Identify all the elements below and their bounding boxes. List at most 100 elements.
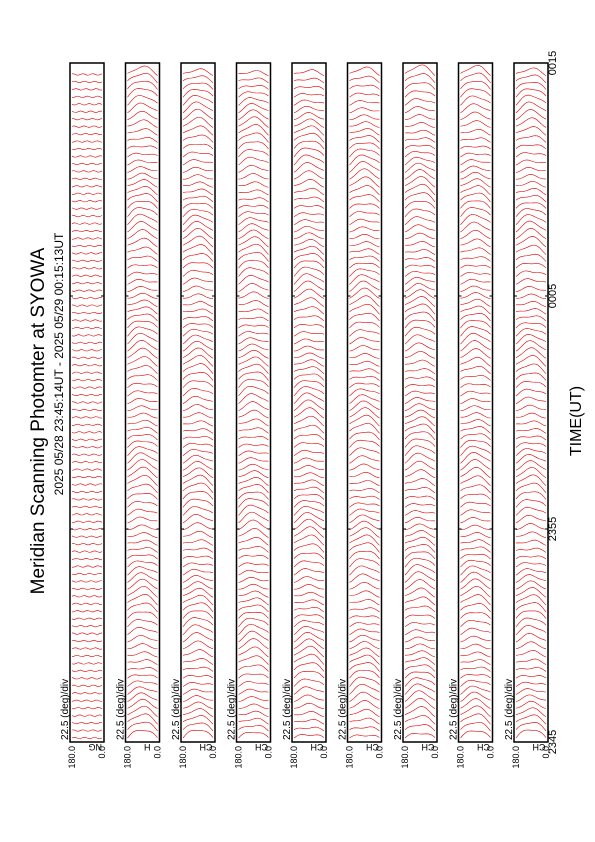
- scan-trace: [404, 257, 436, 262]
- scan-trace: [349, 154, 380, 166]
- scan-trace: [127, 159, 158, 166]
- scan-trace: [349, 647, 380, 658]
- scan-trace: [182, 101, 214, 114]
- y-tick-label: 0.0: [541, 746, 551, 759]
- scan-trace: [460, 398, 491, 404]
- channel-label: CH: [477, 742, 490, 752]
- scan-trace: [127, 340, 158, 352]
- scan-trace: [460, 271, 491, 277]
- scan-trace: [515, 166, 547, 173]
- scan-trace: [238, 267, 269, 277]
- scan-trace: [71, 483, 103, 486]
- scan-trace: [404, 137, 436, 143]
- scan-trace: [238, 173, 269, 180]
- scan-trace: [404, 224, 436, 233]
- scan-trace: [293, 479, 325, 486]
- scan-trace: [182, 695, 214, 702]
- scan-trace: [293, 671, 325, 679]
- photometer-panel: 180.0 0.0CH 22.5 (deg)/div: [449, 62, 496, 769]
- scan-trace: [293, 552, 325, 560]
- scan-trace: [71, 423, 103, 426]
- scan-trace: [127, 229, 158, 240]
- scan-trace: [238, 85, 269, 90]
- scan-trace: [460, 238, 491, 248]
- scan-trace: [182, 491, 214, 500]
- scan-trace: [71, 684, 103, 687]
- scan-trace: [182, 675, 214, 679]
- scan-trace: [238, 638, 269, 650]
- scan-trace: [460, 651, 491, 658]
- scan-trace: [182, 420, 214, 427]
- scan-trace: [71, 520, 103, 523]
- scan-trace: [293, 69, 325, 76]
- scan-trace: [293, 662, 325, 672]
- scan-trace: [404, 216, 436, 225]
- scan-trace: [71, 617, 103, 620]
- scan-trace: [293, 486, 325, 494]
- scan-trace: [182, 188, 214, 196]
- scan-trace: [127, 213, 158, 225]
- scan-trace: [71, 639, 103, 643]
- trace-group: [182, 68, 214, 739]
- scan-trace: [238, 477, 269, 486]
- scan-trace: [182, 514, 214, 524]
- scan-trace: [127, 483, 158, 494]
- scan-trace: [238, 181, 269, 188]
- scan-trace: [238, 673, 269, 679]
- scan-trace: [127, 279, 158, 285]
- scan-trace: [349, 581, 380, 590]
- scan-trace: [515, 587, 547, 598]
- y-tick-label: 0.0: [264, 746, 274, 759]
- scan-trace: [71, 73, 103, 76]
- scan-trace: [460, 326, 491, 337]
- scan-trace: [182, 262, 214, 269]
- scan-trace: [404, 303, 436, 315]
- scan-trace: [460, 619, 491, 628]
- scan-trace: [238, 491, 269, 500]
- scan-trace: [460, 691, 491, 702]
- scan-trace: [515, 372, 547, 381]
- scan-trace: [182, 181, 214, 188]
- scan-trace: [460, 553, 491, 560]
- scale-label: 22.5 (deg)/div: [393, 679, 404, 740]
- scan-trace: [238, 197, 269, 203]
- scan-trace: [71, 162, 103, 166]
- panel-border: [346, 62, 383, 743]
- scan-trace: [293, 118, 325, 128]
- scan-trace: [238, 688, 269, 695]
- scan-trace: [349, 495, 380, 500]
- scan-trace: [460, 256, 491, 262]
- scan-trace: [127, 698, 158, 709]
- trace-group: [349, 66, 380, 739]
- scan-trace: [71, 699, 103, 702]
- scan-trace: [515, 442, 547, 448]
- scan-trace: [127, 501, 158, 508]
- scan-trace: [293, 288, 325, 299]
- scan-trace: [349, 676, 380, 687]
- scan-trace: [515, 467, 547, 479]
- scan-trace: [71, 498, 103, 501]
- scan-trace: [404, 90, 436, 98]
- scan-trace: [71, 140, 103, 143]
- scan-trace: [404, 564, 436, 576]
- y-tick-label: 180.0: [289, 746, 299, 769]
- scan-trace: [238, 393, 269, 404]
- scan-trace: [293, 734, 325, 739]
- x-tick-label: 2345: [547, 730, 559, 754]
- scan-trace: [515, 253, 547, 262]
- scan-trace: [71, 721, 103, 725]
- scan-trace: [460, 145, 491, 150]
- scan-trace: [515, 412, 547, 419]
- scan-trace: [71, 714, 103, 717]
- scan-trace: [127, 566, 158, 576]
- scan-trace: [349, 455, 380, 464]
- scan-trace: [182, 395, 214, 404]
- scan-trace: [349, 488, 380, 494]
- scan-trace: [127, 200, 158, 209]
- scan-trace: [460, 165, 491, 173]
- scan-trace: [71, 274, 103, 277]
- scan-trace: [127, 412, 158, 419]
- scan-trace: [293, 415, 325, 427]
- scan-trace: [127, 674, 158, 679]
